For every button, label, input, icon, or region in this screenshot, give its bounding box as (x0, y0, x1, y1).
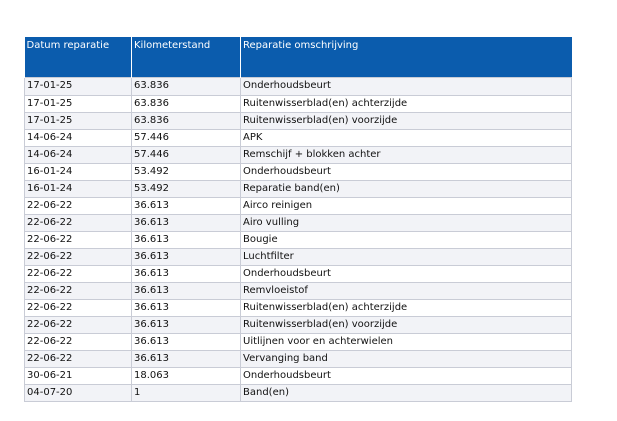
table-row: 16-01-24 53.492 Reparatie band(en) (24, 180, 572, 198)
cell-kilometerstand: 36.613 (131, 282, 241, 300)
table-row: 17-01-25 63.836 Ruitenwisserblad(en) achte… (24, 95, 572, 113)
cell-omschrijving: Remschijf + blokken achter (240, 146, 572, 164)
cell-datum: 22-06-22 (24, 299, 132, 317)
repair-history-table: Datum reparatie Kilometerstand Reparatie… (24, 37, 572, 402)
table-row: 22-06-22 36.613 Ruitenwisserblad(en) voorz… (24, 316, 572, 334)
table-row: 17-01-25 63.836 Onderhoudsbeurt (24, 78, 572, 96)
cell-datum: 22-06-22 (24, 265, 132, 283)
table-row: 22-06-22 36.613 Uitlijnen voor en achterwi… (24, 333, 572, 351)
cell-omschrijving: Onderhoudsbeurt (240, 163, 572, 181)
table-row: 22-06-22 36.613 Ruitenwisserblad(en) achte… (24, 299, 572, 317)
table-row: 14-06-24 57.446 APK (24, 129, 572, 147)
cell-omschrijving: Reparatie band(en) (240, 180, 572, 198)
cell-omschrijving: Ruitenwisserblad(en) voorzijde (240, 316, 572, 334)
cell-datum: 14-06-24 (24, 129, 132, 147)
cell-kilometerstand: 36.613 (131, 333, 241, 351)
cell-kilometerstand: 36.613 (131, 316, 241, 334)
cell-kilometerstand: 63.836 (131, 95, 241, 113)
cell-datum: 22-06-22 (24, 231, 132, 249)
cell-kilometerstand: 36.613 (131, 197, 241, 215)
cell-datum: 30-06-21 (24, 367, 132, 385)
table-row: 22-06-22 36.613 Bougie (24, 231, 572, 249)
cell-omschrijving: Ruitenwisserblad(en) voorzijde (240, 112, 572, 130)
cell-datum: 16-01-24 (24, 163, 132, 181)
table-row: 22-06-22 36.613 Vervanging band (24, 350, 572, 368)
repair-history-table-container: Datum reparatie Kilometerstand Reparatie… (24, 37, 572, 402)
cell-omschrijving: Ruitenwisserblad(en) achterzijde (240, 299, 572, 317)
table-row: 22-06-22 36.613 Airo vulling (24, 214, 572, 232)
cell-datum: 17-01-25 (24, 78, 132, 96)
cell-datum: 22-06-22 (24, 316, 132, 334)
cell-omschrijving: Luchtfilter (240, 248, 572, 266)
table-row: 22-06-22 36.613 Remvloeistof (24, 282, 572, 300)
table-row: 16-01-24 53.492 Onderhoudsbeurt (24, 163, 572, 181)
cell-datum: 16-01-24 (24, 180, 132, 198)
table-row: 04-07-20 1 Band(en) (24, 384, 572, 402)
table-row: 22-06-22 36.613 Onderhoudsbeurt (24, 265, 572, 283)
cell-omschrijving: Bougie (240, 231, 572, 249)
cell-omschrijving: Onderhoudsbeurt (240, 78, 572, 96)
cell-omschrijving: Onderhoudsbeurt (240, 265, 572, 283)
cell-omschrijving: Remvloeistof (240, 282, 572, 300)
header-kilometerstand: Kilometerstand (131, 37, 241, 77)
header-reparatie-omschrijving: Reparatie omschrijving (240, 37, 572, 77)
cell-kilometerstand: 63.836 (131, 112, 241, 130)
cell-omschrijving: Airo vulling (240, 214, 572, 232)
cell-datum: 17-01-25 (24, 95, 132, 113)
cell-datum: 22-06-22 (24, 333, 132, 351)
table-row: 22-06-22 36.613 Luchtfilter (24, 248, 572, 266)
header-row: Datum reparatie Kilometerstand Reparatie… (24, 37, 572, 77)
cell-kilometerstand: 53.492 (131, 180, 241, 198)
cell-datum: 22-06-22 (24, 350, 132, 368)
cell-datum: 22-06-22 (24, 282, 132, 300)
table-header: Datum reparatie Kilometerstand Reparatie… (24, 37, 572, 77)
cell-omschrijving: Airco reinigen (240, 197, 572, 215)
cell-datum: 17-01-25 (24, 112, 132, 130)
table-row: 14-06-24 57.446 Remschijf + blokken achter (24, 146, 572, 164)
cell-omschrijving: Onderhoudsbeurt (240, 367, 572, 385)
cell-kilometerstand: 57.446 (131, 129, 241, 147)
cell-omschrijving: Band(en) (240, 384, 572, 402)
cell-kilometerstand: 36.613 (131, 231, 241, 249)
cell-datum: 22-06-22 (24, 214, 132, 232)
cell-datum: 22-06-22 (24, 197, 132, 215)
table-row: 30-06-21 18.063 Onderhoudsbeurt (24, 367, 572, 385)
cell-kilometerstand: 53.492 (131, 163, 241, 181)
cell-kilometerstand: 1 (131, 384, 241, 402)
cell-kilometerstand: 36.613 (131, 248, 241, 266)
cell-kilometerstand: 36.613 (131, 214, 241, 232)
cell-kilometerstand: 36.613 (131, 299, 241, 317)
cell-omschrijving: Vervanging band (240, 350, 572, 368)
header-spacer (24, 76, 572, 78)
table-body: 17-01-25 63.836 Onderhoudsbeurt 17-01-25 63.… (24, 76, 572, 402)
header-datum-reparatie: Datum reparatie (24, 37, 132, 77)
cell-datum: 22-06-22 (24, 248, 132, 266)
cell-kilometerstand: 63.836 (131, 78, 241, 96)
cell-kilometerstand: 57.446 (131, 146, 241, 164)
cell-omschrijving: Ruitenwisserblad(en) achterzijde (240, 95, 572, 113)
cell-omschrijving: APK (240, 129, 572, 147)
cell-kilometerstand: 36.613 (131, 350, 241, 368)
cell-omschrijving: Uitlijnen voor en achterwielen (240, 333, 572, 351)
cell-datum: 14-06-24 (24, 146, 132, 164)
cell-datum: 04-07-20 (24, 384, 132, 402)
table-row: 17-01-25 63.836 Ruitenwisserblad(en) voorz… (24, 112, 572, 130)
table-row: 22-06-22 36.613 Airco reinigen (24, 197, 572, 215)
cell-kilometerstand: 18.063 (131, 367, 241, 385)
cell-kilometerstand: 36.613 (131, 265, 241, 283)
header-spacer-cell (24, 76, 572, 78)
